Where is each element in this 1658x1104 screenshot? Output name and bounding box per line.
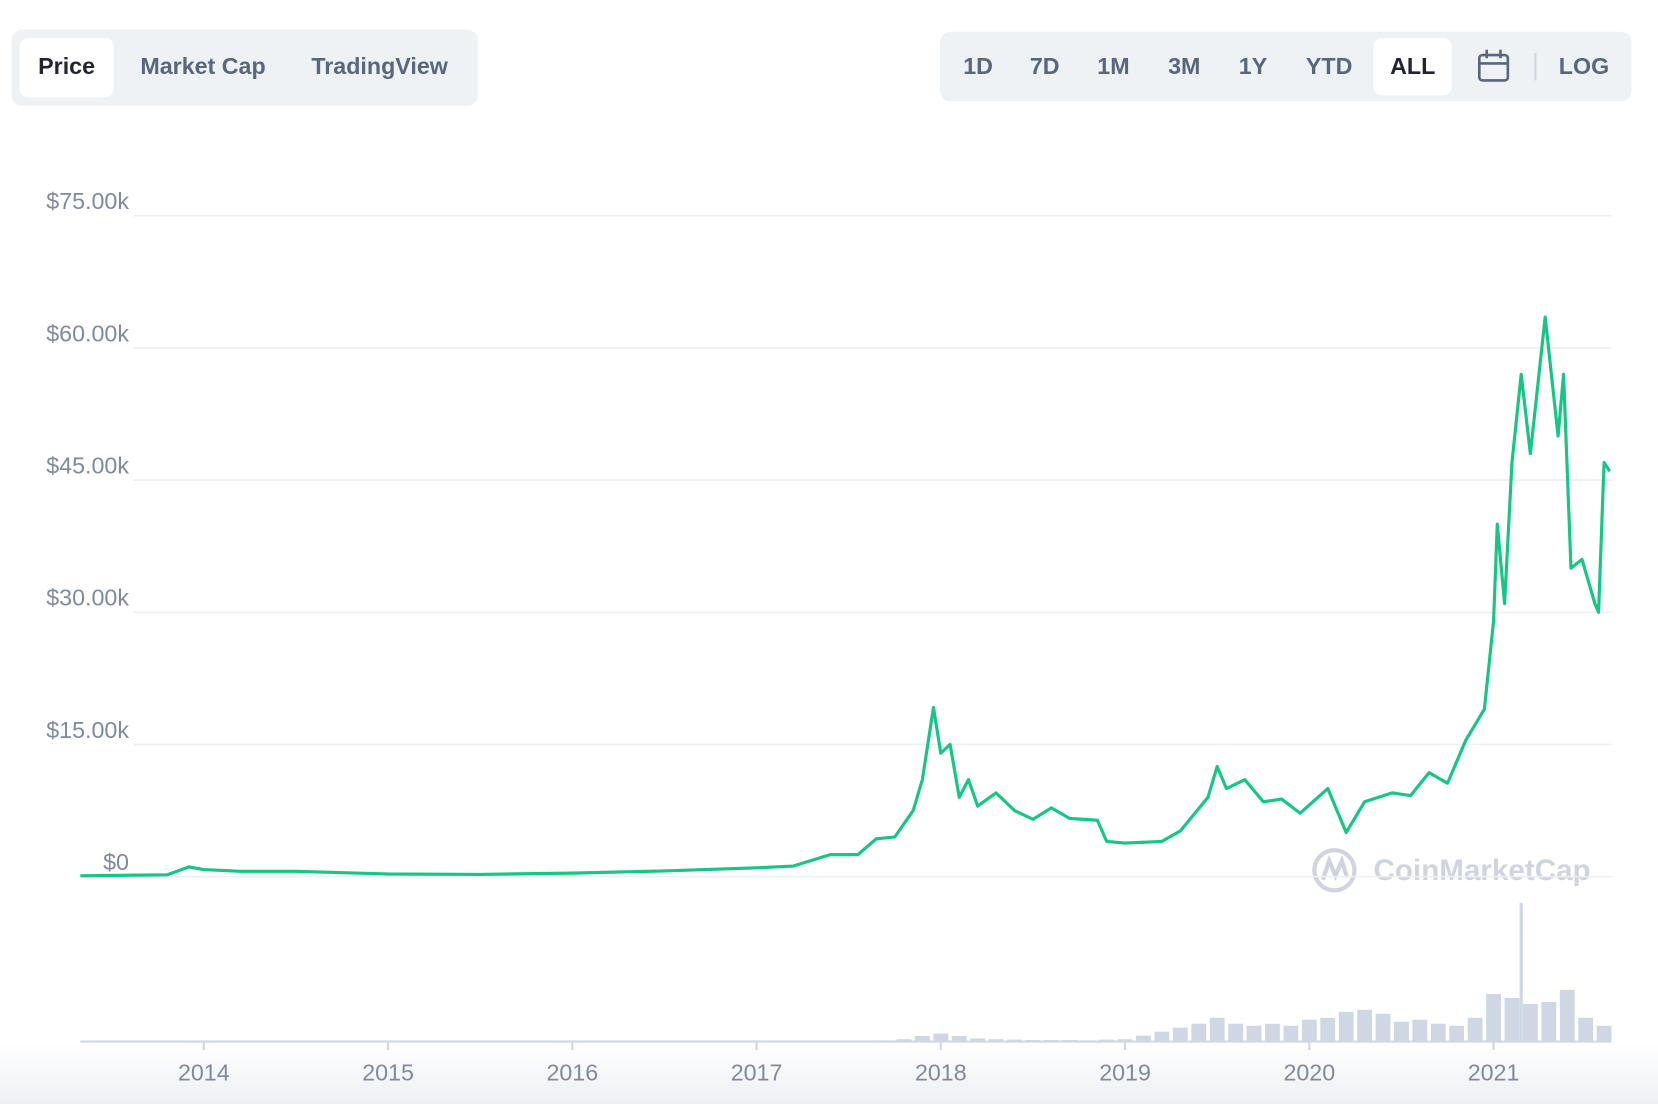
y-tick-label: $75.00k <box>46 188 129 214</box>
range-button[interactable]: 3M <box>1168 53 1200 79</box>
volume-bar <box>1596 1025 1612 1042</box>
x-tick-label: 2020 <box>1283 1059 1335 1085</box>
volume-bar <box>1412 1019 1428 1042</box>
volume-bar <box>1467 1017 1483 1042</box>
volume-bar <box>951 1036 967 1042</box>
tab-active-bg <box>19 38 114 98</box>
x-tick-label: 2018 <box>915 1059 967 1085</box>
axis-fade <box>0 1042 1658 1104</box>
volume-bar <box>1191 1023 1207 1042</box>
y-tick-label: $45.00k <box>46 453 129 479</box>
volume-bar <box>1375 1013 1391 1042</box>
tab[interactable]: Market Cap <box>140 53 265 79</box>
volume-bar <box>1117 1039 1133 1042</box>
y-tick-label: $15.00k <box>46 717 129 743</box>
range-button[interactable]: YTD <box>1306 53 1352 79</box>
watermark-text: CoinMarketCap <box>1374 854 1591 887</box>
range-group <box>940 31 1632 102</box>
volume-bar <box>1246 1025 1262 1042</box>
volume-bar <box>970 1038 986 1042</box>
volume-bar <box>1357 1009 1372 1042</box>
volume-bar <box>1172 1027 1188 1042</box>
calendar-icon[interactable] <box>1477 49 1510 82</box>
range-button[interactable]: 1M <box>1097 53 1129 79</box>
x-tick-label: 2015 <box>362 1059 414 1085</box>
volume-bar <box>1519 902 1523 1042</box>
range-active-bg <box>1373 38 1452 96</box>
x-tick-label: 2021 <box>1468 1059 1520 1085</box>
volume-bar <box>896 1039 912 1042</box>
y-tick-label: $30.00k <box>46 585 129 611</box>
plot: Price Market Cap TradingView 1D 7D 1M 3M 1Y YTD A… <box>19 38 1612 1085</box>
y-tick-label: $0 <box>103 849 129 875</box>
range-button[interactable]: 1D <box>963 53 993 79</box>
volume-bar <box>1578 1017 1594 1042</box>
volume-bar <box>1301 1019 1317 1042</box>
watermark: CoinMarketCap <box>1312 848 1591 893</box>
volume-bar <box>1265 1023 1280 1042</box>
volume-bar <box>1136 1035 1151 1042</box>
volume-bar <box>1394 1021 1409 1042</box>
x-tick-label: 2017 <box>731 1059 783 1085</box>
range-button[interactable]: 1Y <box>1239 53 1268 79</box>
volume-bar <box>914 1036 930 1042</box>
volume-bar <box>1209 1017 1225 1042</box>
range-button[interactable]: ALL <box>1390 53 1435 79</box>
tab[interactable]: TradingView <box>311 53 448 79</box>
volume-bar <box>1320 1017 1336 1042</box>
volume-bar <box>1338 1011 1354 1042</box>
volume-bar <box>1430 1023 1446 1042</box>
price-line <box>80 315 1612 878</box>
range-button[interactable]: 7D <box>1030 53 1060 79</box>
volume-bar <box>1449 1025 1465 1042</box>
y-tick-label: $60.00k <box>46 320 129 346</box>
tab[interactable]: Price <box>38 53 95 79</box>
volume-bar <box>988 1039 1004 1042</box>
volume-bar <box>1541 1001 1557 1042</box>
volume-bar <box>1523 1003 1538 1042</box>
volume-bar <box>1154 1031 1170 1042</box>
volume-bar <box>1486 993 1501 1042</box>
tab-group <box>11 29 478 106</box>
volume-bar <box>1228 1023 1244 1042</box>
log-button[interactable]: LOG <box>1559 53 1609 79</box>
volume-bar <box>1283 1025 1299 1042</box>
x-tick-label: 2016 <box>546 1059 598 1085</box>
x-tick-label: 2019 <box>1099 1059 1151 1085</box>
volume-bar <box>1504 997 1520 1042</box>
volume-bar <box>1559 990 1575 1042</box>
volume-bar <box>933 1033 949 1042</box>
x-tick-label: 2014 <box>178 1059 230 1085</box>
